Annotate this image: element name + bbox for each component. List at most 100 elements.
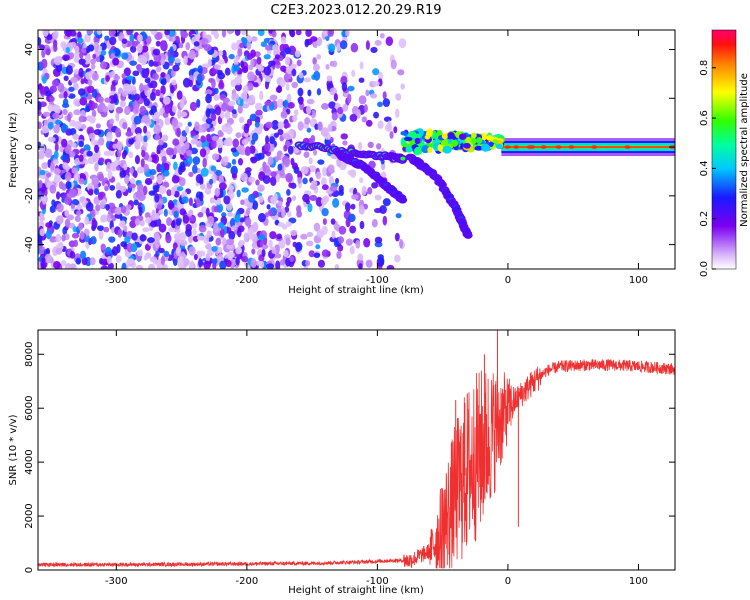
noise-mark — [79, 250, 87, 260]
noise-mark — [265, 121, 274, 129]
noise-mark — [76, 210, 82, 217]
cluster-mark — [492, 138, 499, 144]
noise-mark — [267, 156, 274, 165]
noise-mark — [136, 64, 142, 73]
noise-mark — [337, 236, 345, 244]
noise-mark — [39, 228, 45, 237]
noise-mark — [291, 68, 297, 77]
noise-mark — [259, 240, 264, 248]
noise-mark — [252, 200, 259, 210]
noise-mark — [94, 162, 99, 172]
spectrogram-x-label: Height of straight line (km) — [288, 285, 424, 296]
noise-mark — [210, 113, 217, 122]
noise-mark — [115, 111, 120, 122]
noise-mark — [55, 191, 61, 200]
noise-mark — [139, 105, 147, 116]
noise-mark — [46, 34, 53, 41]
noise-mark — [264, 212, 269, 218]
noise-mark — [322, 166, 327, 177]
cluster-mark — [427, 146, 433, 154]
noise-mark — [296, 59, 302, 67]
noise-mark — [58, 181, 64, 190]
noise-mark — [219, 111, 225, 119]
noise-mark — [327, 30, 335, 38]
noise-mark — [129, 220, 137, 229]
noise-mark — [90, 63, 96, 70]
noise-mark — [154, 31, 163, 41]
noise-mark — [87, 79, 93, 86]
noise-mark — [166, 189, 172, 197]
noise-mark — [134, 93, 140, 101]
noise-mark — [246, 40, 252, 50]
noise-mark — [295, 30, 302, 36]
noise-mark — [209, 197, 215, 204]
noise-mark — [179, 232, 187, 241]
noise-mark — [117, 87, 124, 95]
noise-mark — [69, 119, 77, 127]
noise-mark — [255, 179, 260, 186]
noise-mark — [338, 225, 347, 235]
noise-mark — [204, 187, 212, 195]
x-tick-label: -100 — [366, 576, 389, 587]
noise-mark — [171, 221, 176, 229]
noise-mark — [170, 186, 176, 196]
noise-mark — [116, 140, 123, 151]
noise-mark — [321, 249, 330, 257]
noise-mark — [247, 36, 253, 43]
noise-mark — [171, 79, 177, 86]
noise-mark — [152, 48, 161, 56]
noise-mark — [177, 109, 182, 119]
noise-mark — [237, 48, 243, 57]
cluster-mark — [447, 132, 455, 139]
cluster-mark — [450, 140, 459, 147]
noise-mark — [359, 61, 364, 70]
noise-mark — [213, 32, 219, 40]
noise-mark — [96, 225, 104, 231]
y-tick-label: 0 — [24, 144, 35, 150]
noise-mark — [173, 190, 180, 198]
noise-mark — [121, 150, 127, 160]
cluster-mark — [481, 132, 487, 141]
noise-mark — [365, 119, 373, 127]
snr-marks — [38, 330, 675, 569]
noise-mark — [163, 250, 170, 258]
noise-mark — [304, 117, 311, 125]
noise-mark — [256, 56, 262, 65]
colorbar: 0.0 0.2 0.4 0.6 0.8 Normalized spectral ampl… — [699, 29, 750, 277]
y-tick-label: -20 — [24, 188, 35, 204]
noise-mark — [153, 232, 160, 239]
noise-mark — [275, 86, 282, 93]
noise-mark — [227, 185, 235, 192]
noise-mark — [241, 30, 247, 36]
noise-mark — [374, 241, 383, 248]
noise-mark — [143, 163, 149, 173]
noise-mark — [163, 208, 168, 217]
noise-mark — [288, 30, 295, 37]
noise-mark — [231, 225, 237, 231]
noise-mark — [64, 263, 73, 269]
noise-mark — [274, 54, 280, 60]
noise-mark — [330, 218, 336, 225]
carrier-peak — [591, 145, 598, 149]
noise-mark — [41, 257, 46, 263]
noise-mark — [154, 193, 160, 203]
noise-mark — [331, 112, 338, 121]
noise-mark — [153, 124, 162, 135]
noise-mark — [386, 264, 395, 269]
noise-mark — [365, 89, 370, 97]
noise-mark — [173, 210, 179, 219]
noise-mark — [312, 63, 320, 72]
carrier-peak — [555, 145, 562, 149]
noise-mark — [227, 100, 236, 107]
noise-mark — [286, 188, 291, 196]
noise-mark — [279, 43, 286, 53]
noise-mark — [65, 180, 72, 190]
noise-mark — [382, 91, 387, 100]
noise-mark — [284, 47, 292, 55]
noise-mark — [192, 156, 201, 165]
noise-mark — [79, 97, 88, 106]
noise-mark — [275, 260, 281, 269]
noise-mark — [98, 229, 104, 240]
noise-mark — [116, 165, 121, 171]
noise-mark — [263, 54, 271, 60]
